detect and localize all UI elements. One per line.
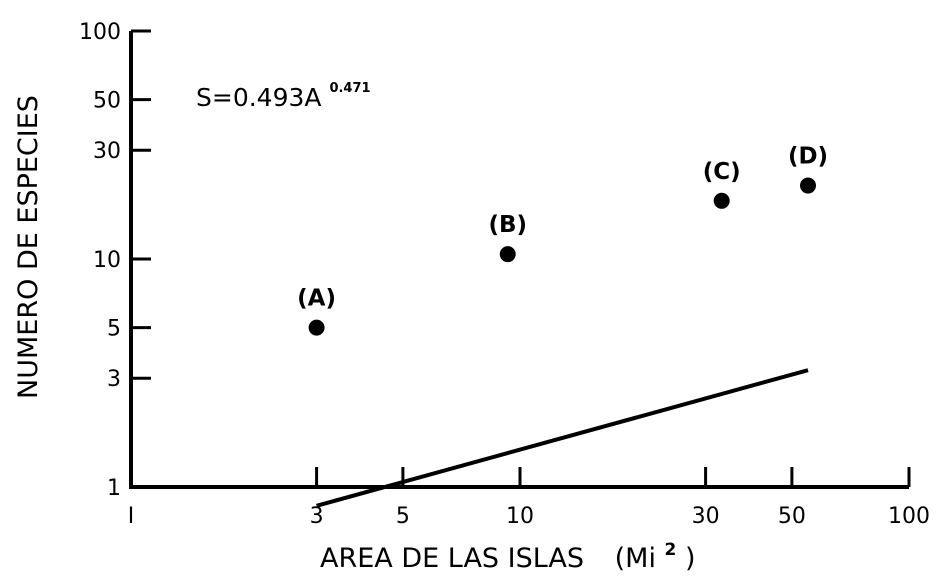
y-tick-label: 1 xyxy=(107,476,121,501)
y-axis-title: NUMERO DE ESPECIES xyxy=(13,95,44,399)
point-label: (A) xyxy=(297,286,336,312)
x-axis-unit-close: ) xyxy=(685,543,696,574)
y-tick-label: 50 xyxy=(93,89,121,114)
data-point xyxy=(499,246,516,263)
y-tick-label: 5 xyxy=(107,317,121,342)
x-tick-label: 10 xyxy=(506,504,534,529)
y-tick-label: 100 xyxy=(79,20,121,45)
x-axis-title-text: AREA DE LAS ISLAS xyxy=(320,543,584,574)
points: (A) (B) (C) (D) xyxy=(297,144,828,336)
x-tick-label: 5 xyxy=(396,504,410,529)
fit-line-group xyxy=(316,368,809,508)
x-tick-label: 100 xyxy=(888,504,930,529)
equation-exponent: 0.471 xyxy=(329,81,370,96)
point-label: (C) xyxy=(703,159,741,185)
point-label: (B) xyxy=(488,212,527,238)
x-axis-unit-sup: 2 xyxy=(665,540,677,560)
equation-text: S=0.493A xyxy=(196,83,322,112)
equation-label: S=0.493A 0.471 xyxy=(196,81,371,112)
x-tick-label: I xyxy=(128,504,135,529)
x-tick-label: 50 xyxy=(778,504,806,529)
x-tick-label: 3 xyxy=(310,504,324,529)
y-tick-label: 3 xyxy=(107,367,121,392)
x-axis-unit: (Mi xyxy=(615,543,656,574)
y-tick-label: 30 xyxy=(93,139,121,164)
fit-line xyxy=(316,368,809,508)
data-point xyxy=(713,192,730,209)
y-tick-label: 10 xyxy=(93,248,121,273)
data-point xyxy=(800,177,817,194)
x-tick-label: 30 xyxy=(692,504,720,529)
data-point xyxy=(308,319,325,336)
x-axis-title: AREA DE LAS ISLAS (Mi 2 ) xyxy=(320,531,696,574)
point-label: (D) xyxy=(788,144,828,170)
ticks: I 3 5 10 30 50 100 1 3 5 10 30 50 100 xyxy=(79,20,930,529)
